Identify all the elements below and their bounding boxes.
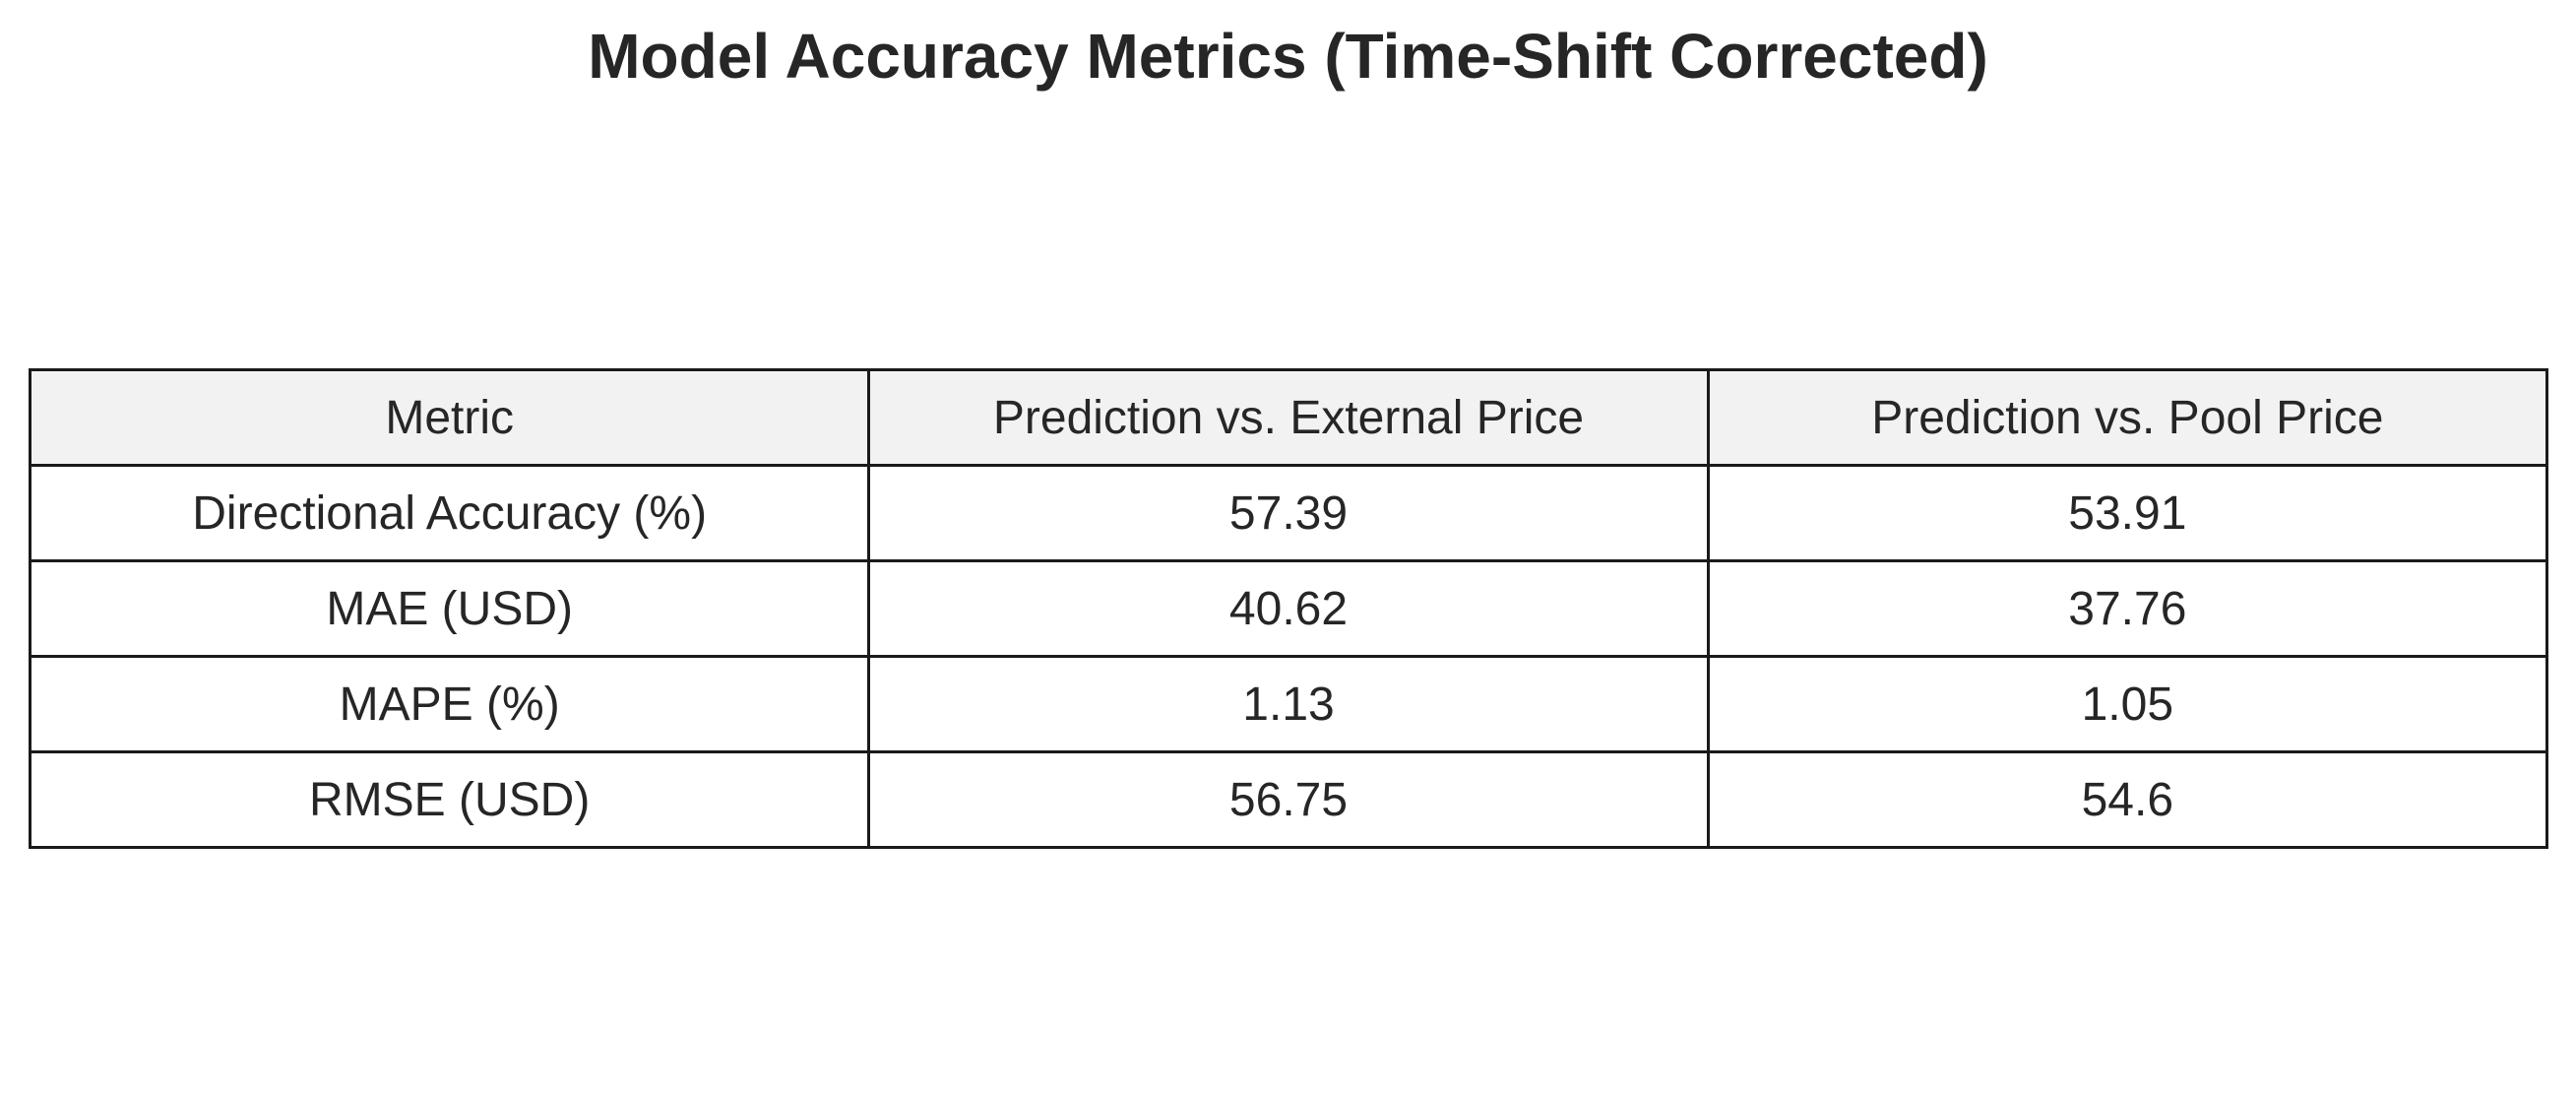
column-header-external-price: Prediction vs. External Price xyxy=(867,368,1710,467)
table-row: MAE (USD) 40.62 37.76 xyxy=(28,559,2549,658)
chart-title: Model Accuracy Metrics (Time-Shift Corre… xyxy=(588,21,1988,92)
table-cell-metric: MAPE (%) xyxy=(28,655,871,753)
table-cell-metric: Directional Accuracy (%) xyxy=(28,464,871,562)
table-cell-value: 53.91 xyxy=(1706,464,2549,562)
table-cell-value: 57.39 xyxy=(867,464,1710,562)
table-row: RMSE (USD) 56.75 54.6 xyxy=(28,750,2549,849)
metrics-table: Metric Prediction vs. External Price Pre… xyxy=(28,368,2549,849)
table-row: Directional Accuracy (%) 57.39 53.91 xyxy=(28,464,2549,562)
table-header-row: Metric Prediction vs. External Price Pre… xyxy=(28,368,2549,467)
table-cell-metric: MAE (USD) xyxy=(28,559,871,658)
column-header-metric: Metric xyxy=(28,368,871,467)
table-cell-value: 37.76 xyxy=(1706,559,2549,658)
table-cell-value: 1.05 xyxy=(1706,655,2549,753)
table-cell-value: 40.62 xyxy=(867,559,1710,658)
table-cell-value: 1.13 xyxy=(867,655,1710,753)
column-header-pool-price: Prediction vs. Pool Price xyxy=(1706,368,2549,467)
table-cell-metric: RMSE (USD) xyxy=(28,750,871,849)
table-cell-value: 54.6 xyxy=(1706,750,2549,849)
table-row: MAPE (%) 1.13 1.05 xyxy=(28,655,2549,753)
table-cell-value: 56.75 xyxy=(867,750,1710,849)
